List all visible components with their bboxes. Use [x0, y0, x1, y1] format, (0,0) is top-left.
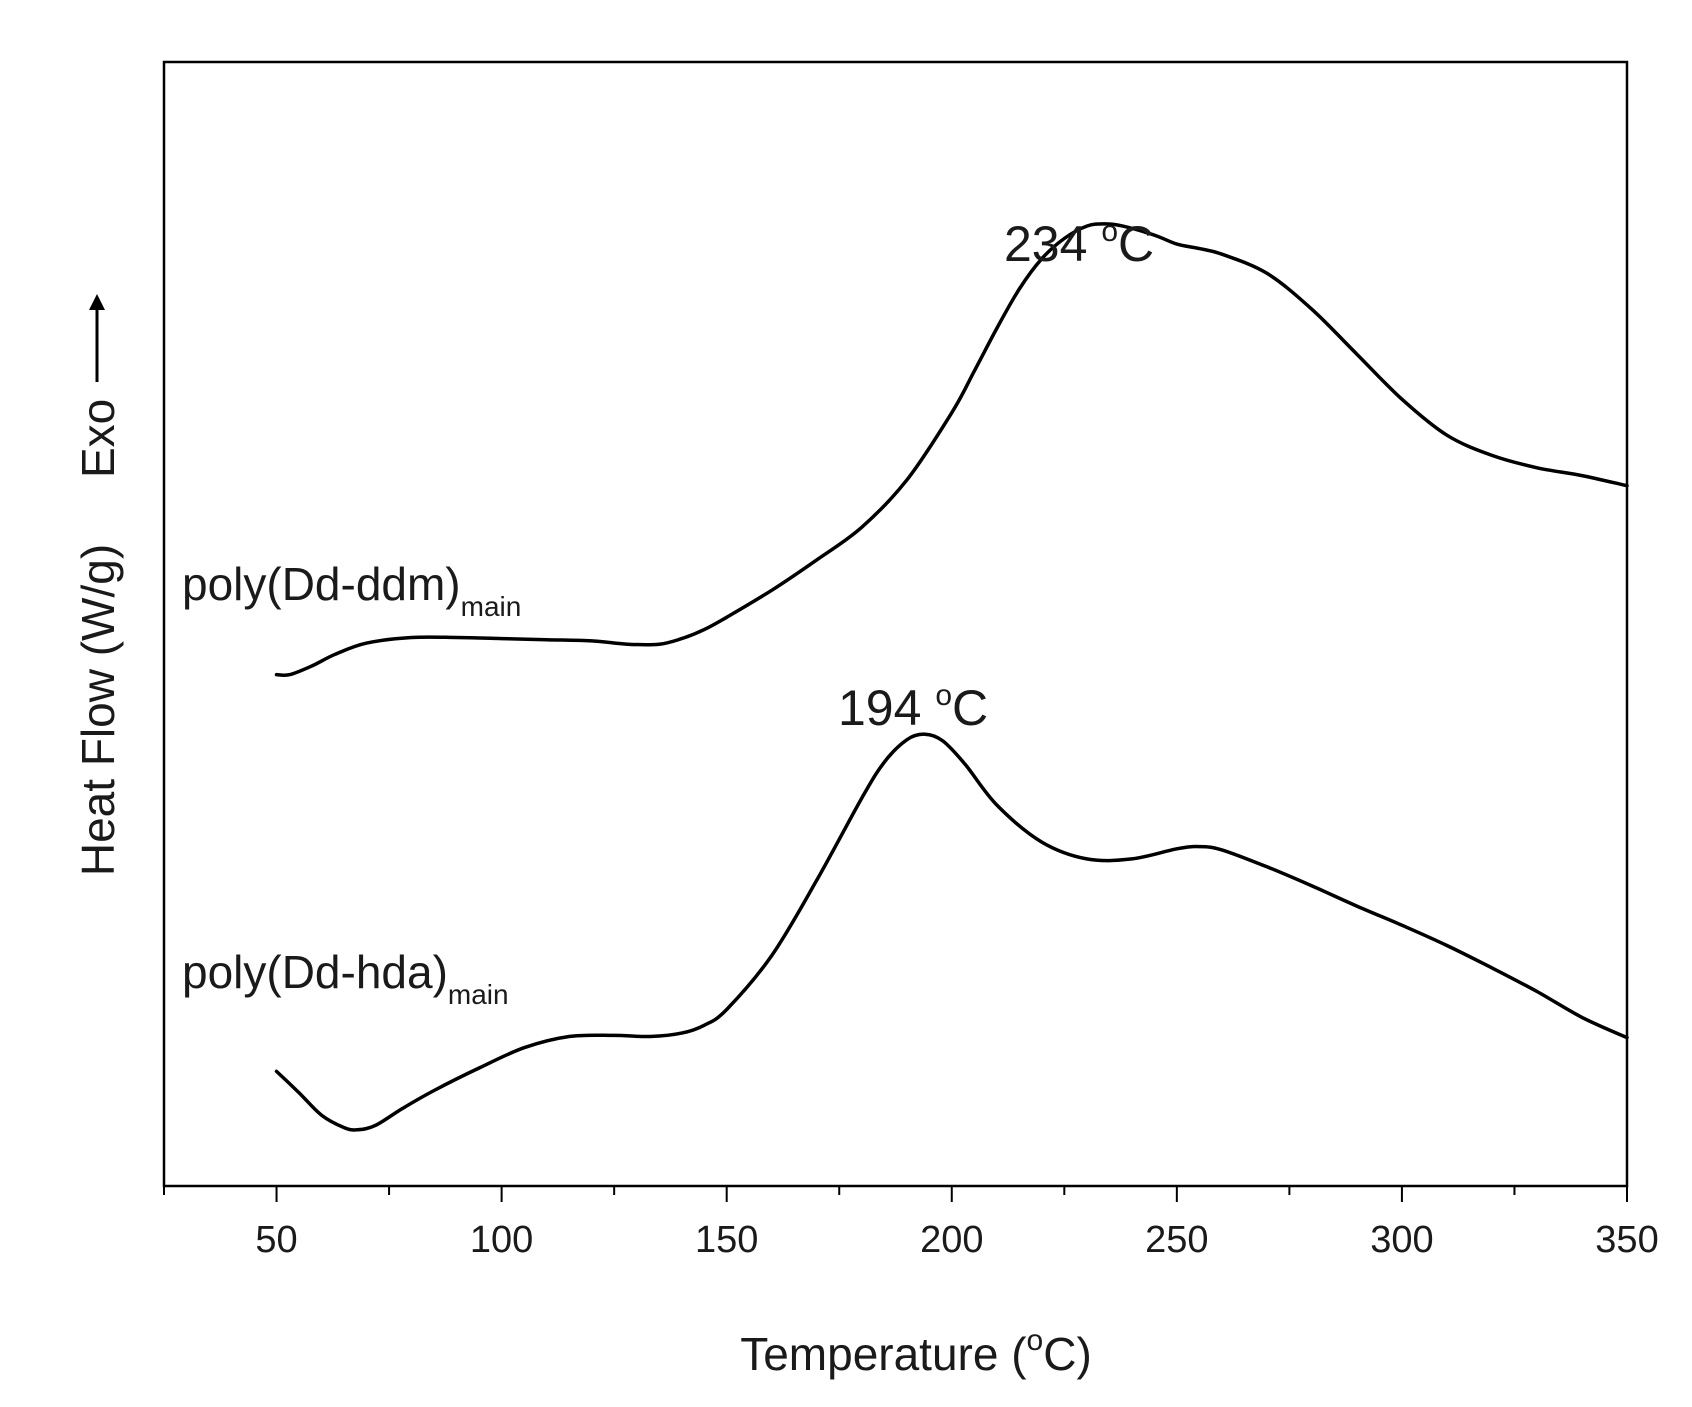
series-layer	[274, 222, 1629, 1132]
series-line-ddm	[274, 222, 1629, 678]
x-tick-label: 50	[255, 1219, 297, 1261]
x-tick-label: 250	[1145, 1219, 1208, 1261]
x-tick-label: 300	[1370, 1219, 1433, 1261]
series-label-ddm: poly(Dd-ddm)main	[182, 558, 521, 622]
series-line-hda	[274, 732, 1629, 1132]
x-tick-label: 350	[1595, 1219, 1658, 1261]
x-tick-label: 200	[920, 1219, 983, 1261]
peak-label-ddm: 234 oC	[1004, 215, 1154, 272]
y-axis-title: Heat Flow (W/g)	[72, 544, 124, 876]
arrow-up-icon	[89, 294, 105, 382]
y-axis-direction-label: Exo	[72, 399, 124, 478]
x-tick-label: 150	[695, 1219, 758, 1261]
x-axis-title: Temperature (oC)	[740, 1324, 1092, 1380]
x-axis: 50 100 150 200 250 300 350	[163, 1186, 1659, 1261]
peak-label-hda: 194 oC	[838, 679, 988, 736]
x-tick-label: 100	[470, 1219, 533, 1261]
series-label-hda: poly(Dd-hda)main	[182, 946, 509, 1010]
plot-frame	[162, 60, 1629, 1188]
